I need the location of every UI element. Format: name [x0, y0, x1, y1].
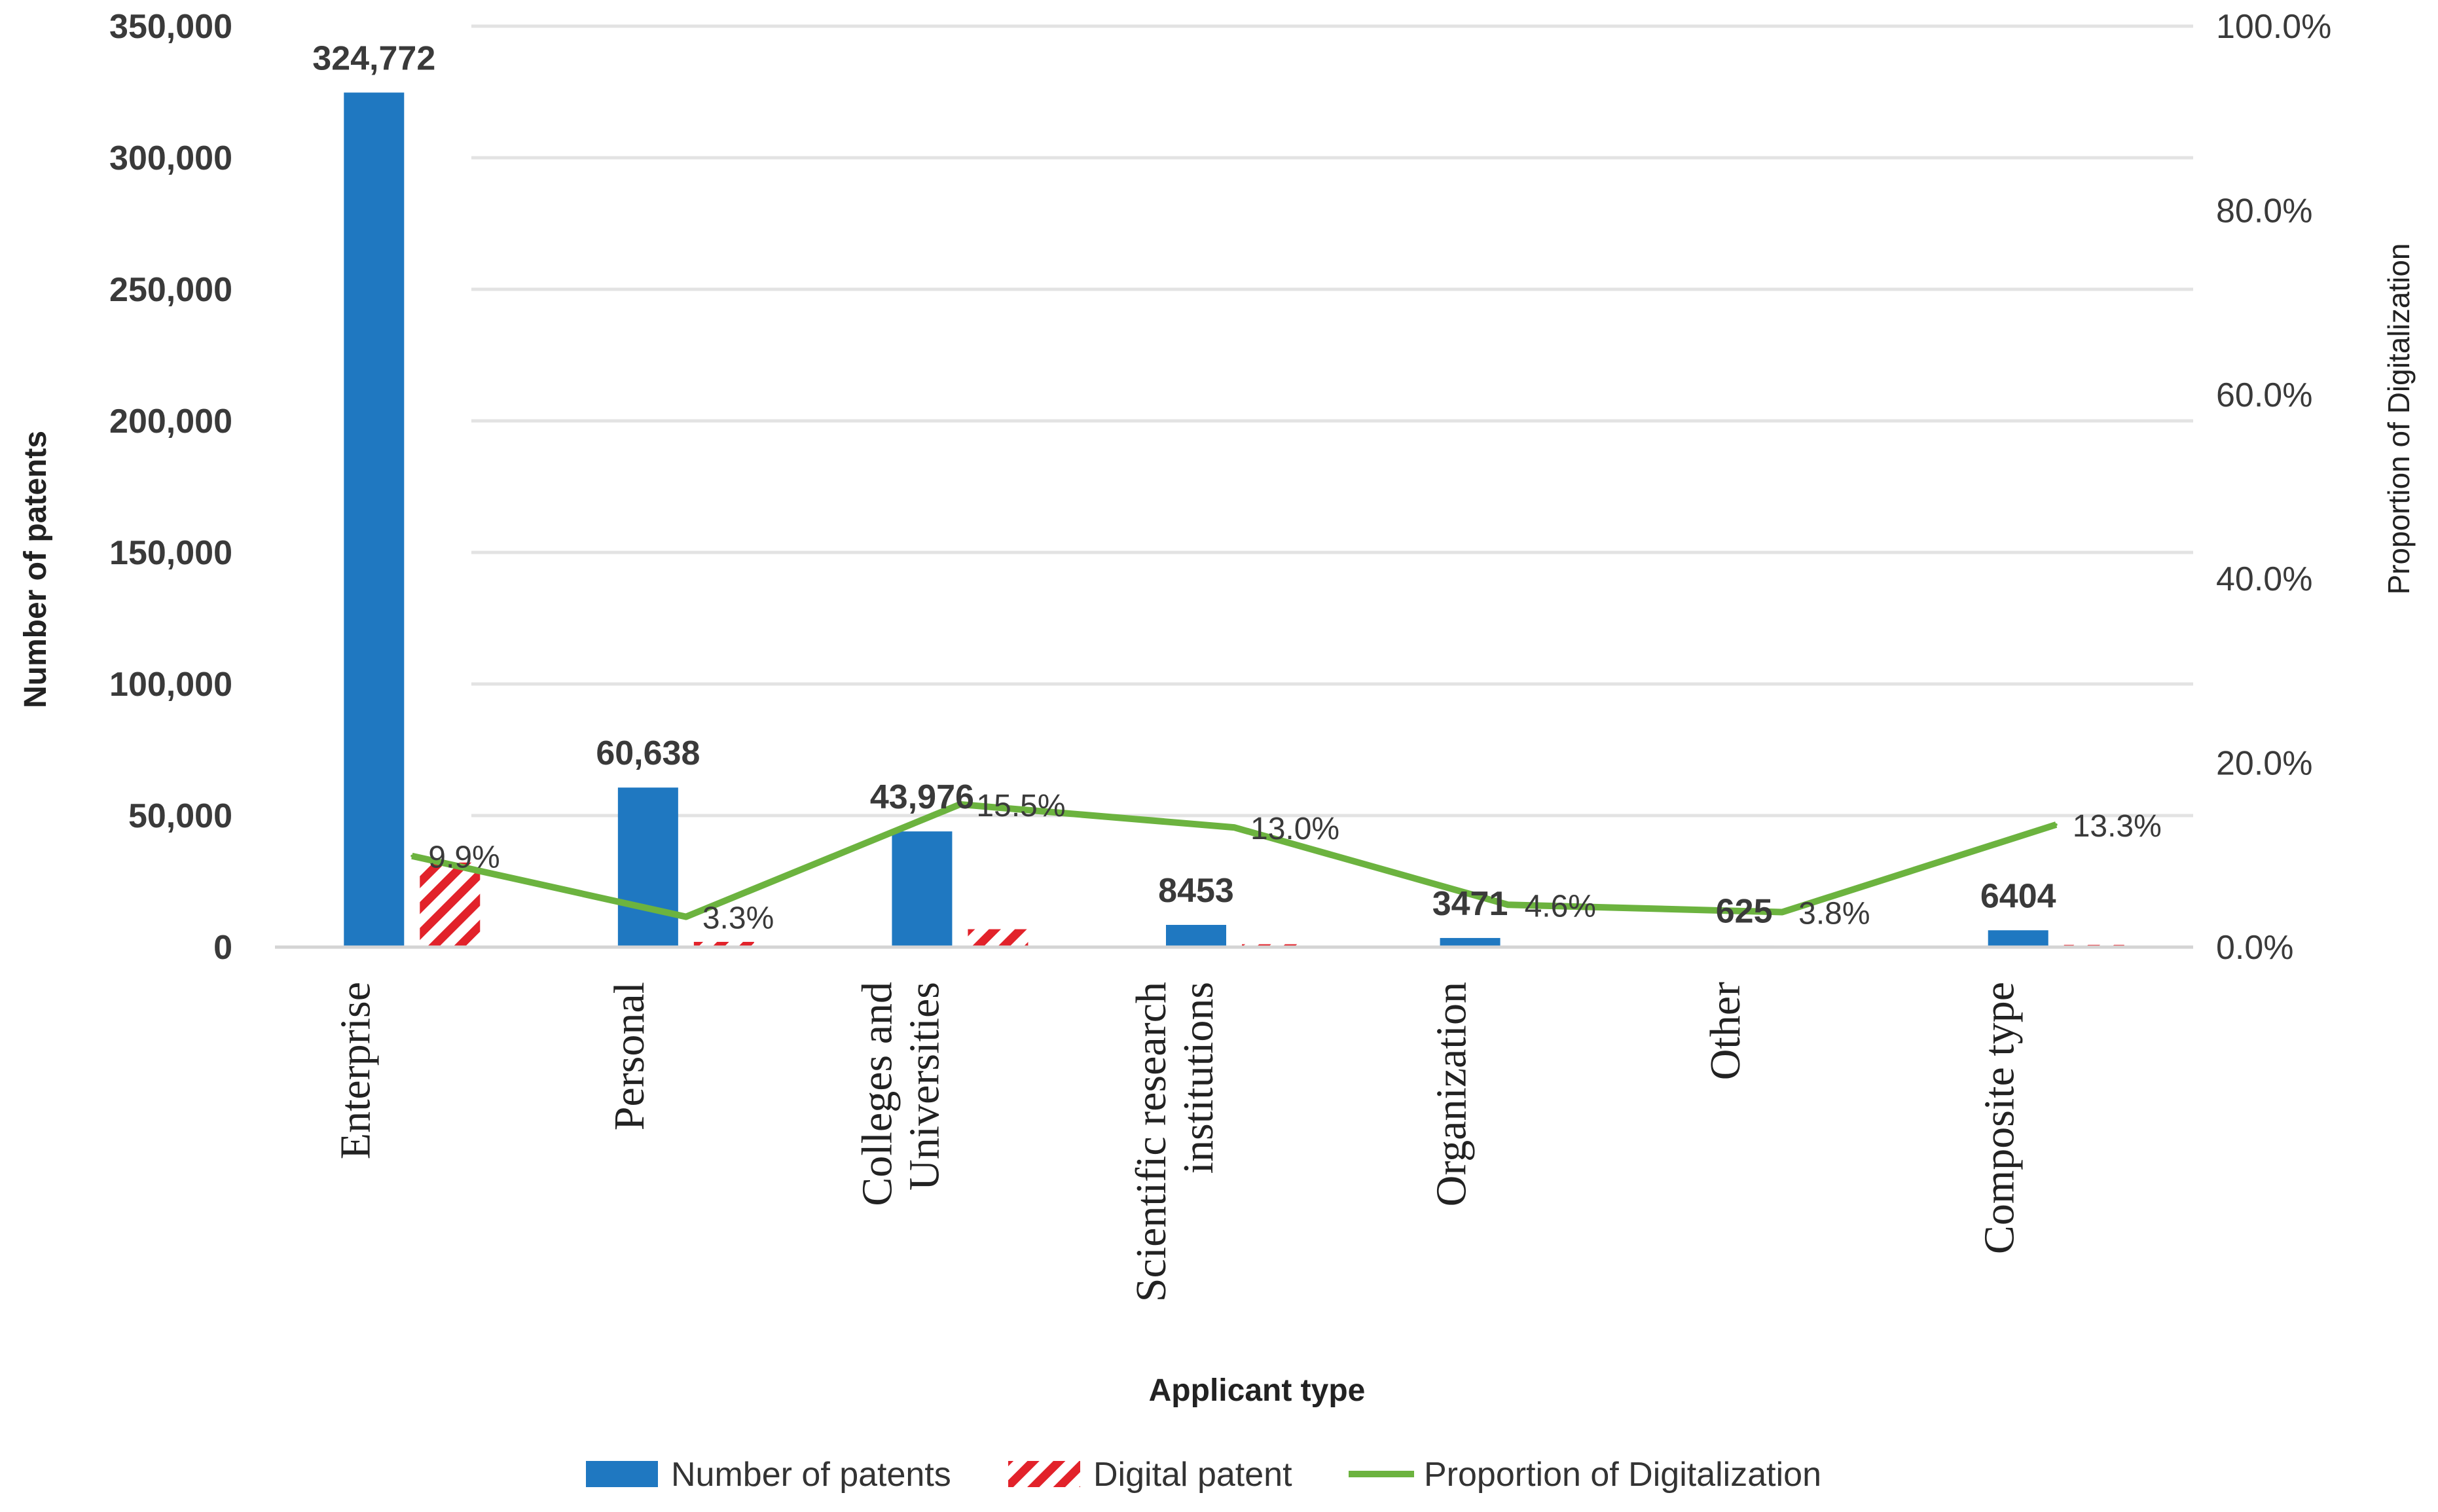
- bar-value-label: 6404: [1980, 877, 2056, 915]
- y2-tick-label: 60.0%: [2216, 376, 2312, 414]
- bar-patents: [892, 831, 953, 947]
- x-tick-label-line: Organization: [1428, 982, 1476, 1206]
- y2-tick-label: 0.0%: [2216, 929, 2294, 967]
- y2-tick-label: 20.0%: [2216, 745, 2312, 783]
- y-tick-label: 50,000: [128, 797, 232, 835]
- bar-patents: [1440, 938, 1501, 947]
- bar-patents: [1166, 925, 1226, 947]
- x-tick-label: Other: [1701, 982, 1749, 1080]
- bar-patents: [1988, 930, 2048, 947]
- x-tick-label-line: Other: [1701, 982, 1749, 1080]
- proportion-label: 13.3%: [2073, 809, 2162, 844]
- bar-value-label: 8453: [1158, 872, 1234, 910]
- y-tick-label: 100,000: [109, 666, 232, 704]
- bar-value-label: 43,976: [870, 778, 974, 816]
- proportion-label: 15.5%: [976, 789, 1065, 823]
- axes: 0 50,000 100,000 150,000 200,000 250,000 300,0…: [109, 8, 2331, 1302]
- proportion-point: [1233, 826, 1235, 829]
- y-tick-label: 350,000: [109, 8, 232, 46]
- legend-label-patents: Number of patents: [671, 1456, 951, 1494]
- x-tick-label: Colleges and Universities: [853, 982, 948, 1206]
- bar-value-label: 324,772: [312, 39, 435, 77]
- bar-patents: [617, 787, 678, 947]
- x-tick-label-line: institutions: [1174, 982, 1222, 1174]
- proportion-point: [1506, 903, 1510, 907]
- y2-axis-title: Proportion of Digitalization: [2382, 243, 2416, 595]
- x-tick-label-line: Colleges and: [853, 982, 901, 1206]
- x-tick-label: Composite type: [1976, 982, 2024, 1254]
- y-tick-label: 300,000: [109, 139, 232, 177]
- proportion-point: [1781, 910, 1784, 914]
- proportion-point: [2054, 823, 2058, 826]
- x-tick-label: Scientific research institutions: [1127, 982, 1222, 1302]
- gridlines: [471, 24, 2193, 818]
- y-tick-label: 0: [213, 929, 232, 967]
- x-tick-label-line: Enterprise: [331, 982, 379, 1159]
- y2-tick-label: 40.0%: [2216, 560, 2312, 598]
- proportion-label: 4.6%: [1525, 889, 1596, 924]
- bar-digital: [693, 941, 754, 947]
- legend-swatch-patents: [586, 1461, 658, 1487]
- x-tick-label: Personal: [606, 982, 653, 1130]
- digitalization-line: [410, 801, 2058, 920]
- y2-tick-label: 100.0%: [2216, 8, 2331, 46]
- y-tick-label: 250,000: [109, 271, 232, 309]
- x-axis-title: Applicant type: [1149, 1373, 1366, 1408]
- proportion-point: [410, 854, 414, 857]
- y-tick-label: 200,000: [109, 403, 232, 441]
- bar-value-label: 625: [1716, 892, 1773, 930]
- bar-value-label: 60,638: [596, 734, 700, 772]
- bar-digital: [420, 862, 481, 947]
- bar-value-label: 3471: [1432, 885, 1508, 923]
- legend-swatch-digital: [1008, 1461, 1080, 1487]
- data-labels: 324,772 60,638 43,976 8453 3471 625 6404 9.9% 3.…: [312, 39, 2162, 935]
- x-tick-label-line: Universities: [900, 982, 948, 1191]
- proportion-point: [958, 802, 962, 806]
- bar-patents: [344, 92, 405, 948]
- x-tick-label: Organization: [1428, 982, 1476, 1206]
- legend-label-proportion: Proportion of Digitalization: [1424, 1456, 1821, 1494]
- y-tick-label: 150,000: [109, 534, 232, 572]
- proportion-label: 3.8%: [1798, 897, 1870, 931]
- proportion-point: [684, 915, 687, 918]
- bars: [344, 92, 2124, 948]
- x-tick-label: Enterprise: [331, 982, 379, 1159]
- proportion-label: 3.3%: [702, 901, 774, 936]
- proportion-label: 9.9%: [428, 840, 500, 875]
- proportion-label: 13.0%: [1250, 812, 1339, 846]
- legend: Number of patents Digital patent Proport…: [586, 1456, 1821, 1494]
- x-tick-label-line: Composite type: [1976, 982, 2024, 1254]
- x-tick-label-line: Scientific research: [1127, 982, 1175, 1302]
- y-axis-title: Number of patents: [18, 431, 53, 708]
- y2-tick-label: 80.0%: [2216, 192, 2312, 230]
- bar-digital: [968, 929, 1028, 947]
- x-tick-label-line: Personal: [606, 982, 653, 1130]
- legend-label-digital: Digital patent: [1093, 1456, 1292, 1494]
